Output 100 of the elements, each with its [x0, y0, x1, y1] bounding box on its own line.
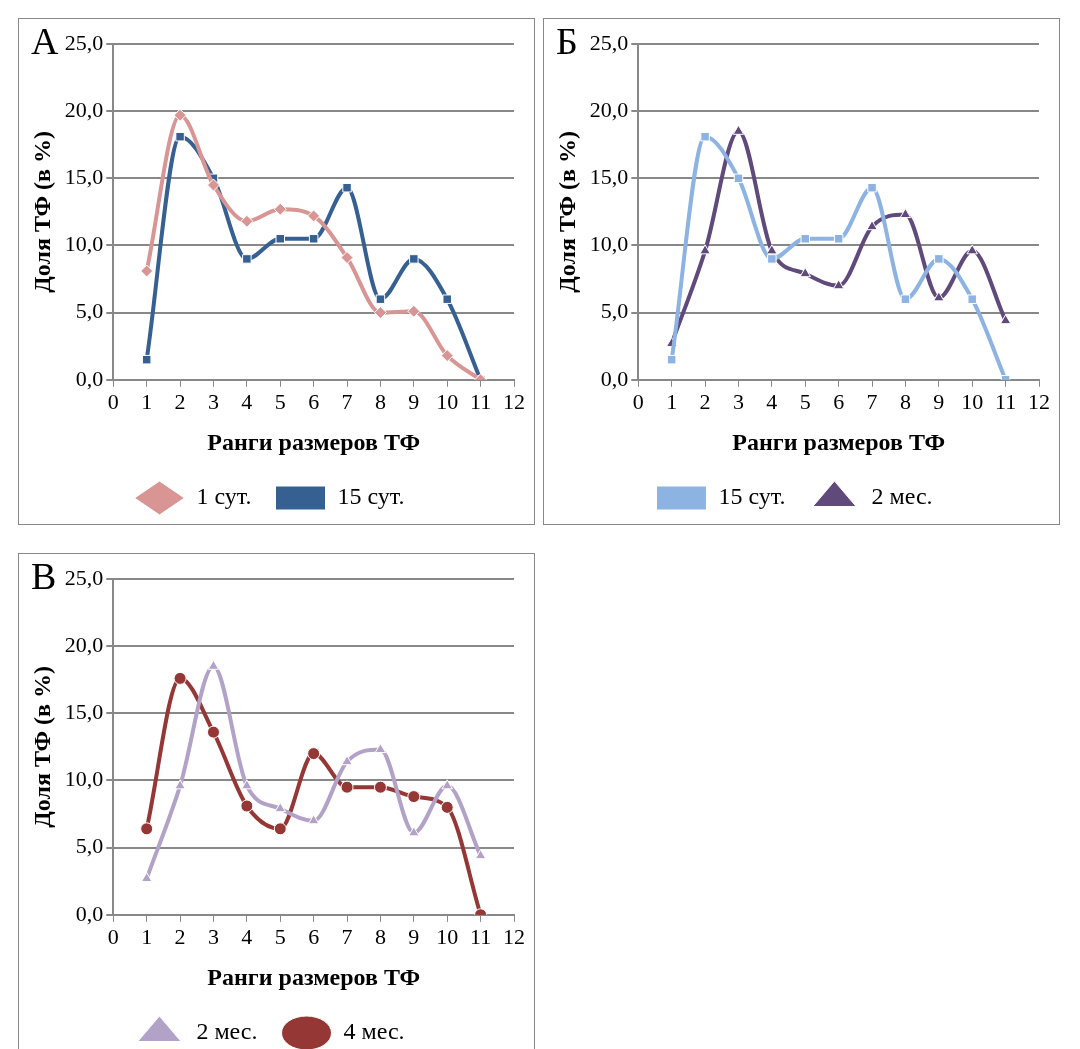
- x-tick-label: 7: [341, 923, 353, 949]
- point: [766, 244, 778, 255]
- point: [409, 254, 419, 264]
- point: [408, 826, 420, 837]
- x-tick-label: 3: [732, 388, 744, 414]
- point: [140, 264, 154, 278]
- x-tick-label: 10: [436, 923, 459, 949]
- point: [140, 822, 154, 836]
- point: [767, 254, 777, 264]
- chart-title: В: [31, 554, 57, 597]
- x-tick-label: 1: [141, 923, 153, 949]
- point: [666, 354, 677, 365]
- legend-label: 4 мес.: [343, 1018, 405, 1045]
- x-tick-label: 11: [995, 388, 1017, 414]
- x-tick-label: 8: [899, 388, 911, 414]
- x-tick-label: 8: [374, 923, 386, 949]
- x-tick-label: 0: [632, 388, 644, 414]
- point: [275, 234, 285, 244]
- point: [274, 802, 286, 813]
- x-tick-label: 6: [308, 388, 320, 414]
- x-tick-label: 3: [207, 923, 219, 949]
- legend-label: 1 сут.: [196, 483, 252, 510]
- y-tick-label: 10,0: [64, 231, 104, 257]
- point: [933, 291, 945, 302]
- point: [307, 209, 321, 223]
- point: [242, 254, 252, 264]
- x-tick-label: 12: [1028, 388, 1050, 414]
- x-tick-label: 1: [141, 388, 153, 414]
- y-tick-label: 5,0: [600, 298, 629, 324]
- point: [206, 178, 220, 192]
- point: [273, 202, 287, 216]
- y-tick-label: 0,0: [600, 365, 629, 391]
- point: [240, 799, 254, 813]
- x-tick-label: 6: [833, 388, 845, 414]
- point: [373, 780, 387, 794]
- point: [240, 214, 254, 228]
- point: [141, 354, 152, 365]
- x-axis-title: Ранги размеров ТФ: [732, 428, 945, 455]
- legend-label: 15 сут.: [718, 483, 786, 510]
- point: [440, 800, 454, 814]
- point: [175, 131, 185, 142]
- point: [967, 294, 977, 304]
- x-tick-label: 4: [241, 388, 253, 414]
- x-tick-label: 11: [470, 388, 492, 414]
- point: [441, 779, 453, 790]
- x-tick-label: 3: [207, 388, 219, 414]
- y-tick-label: 20,0: [589, 96, 629, 122]
- point: [174, 779, 186, 790]
- x-tick-label: 2: [174, 388, 186, 414]
- x-tick-label: 10: [436, 388, 459, 414]
- x-tick-label: 12: [503, 923, 525, 949]
- x-tick-label: 9: [933, 388, 945, 414]
- point: [867, 182, 877, 193]
- x-tick-label: 0: [107, 923, 119, 949]
- point: [799, 267, 811, 278]
- x-tick-label: 8: [374, 388, 386, 414]
- y-tick-label: 25,0: [64, 29, 104, 55]
- legend-label: 2 мес.: [196, 1018, 258, 1045]
- x-tick-label: 9: [408, 923, 420, 949]
- point: [173, 671, 187, 685]
- chart-title: Б: [556, 19, 578, 62]
- y-axis-title: Доля ТФ (в %): [28, 131, 55, 293]
- point: [900, 294, 911, 304]
- point: [700, 131, 710, 142]
- x-tick-label: 1: [666, 388, 678, 414]
- x-tick-label: 2: [699, 388, 711, 414]
- y-tick-label: 10,0: [589, 231, 629, 257]
- y-tick-label: 20,0: [64, 96, 104, 122]
- y-tick-label: 25,0: [589, 29, 629, 55]
- point: [966, 244, 978, 255]
- point: [373, 306, 387, 320]
- point: [899, 208, 912, 219]
- y-tick-label: 5,0: [75, 833, 104, 859]
- point: [699, 244, 711, 255]
- point: [374, 743, 387, 754]
- point: [732, 124, 745, 135]
- point: [800, 234, 810, 244]
- point: [833, 234, 844, 244]
- point: [934, 254, 944, 264]
- y-axis-title: Доля ТФ (в %): [28, 666, 55, 828]
- x-tick-label: 5: [799, 388, 811, 414]
- legend-label: 15 сут.: [337, 483, 405, 510]
- point: [241, 779, 253, 790]
- y-tick-label: 25,0: [64, 564, 104, 590]
- point: [307, 814, 320, 825]
- y-tick-label: 15,0: [64, 699, 104, 725]
- point: [307, 747, 321, 761]
- x-tick-label: 10: [961, 388, 984, 414]
- x-tick-label: 6: [308, 923, 320, 949]
- point: [832, 279, 845, 290]
- y-tick-label: 15,0: [589, 164, 629, 190]
- point: [340, 251, 354, 265]
- y-tick-label: 5,0: [75, 298, 104, 324]
- x-tick-label: 4: [766, 388, 778, 414]
- point: [733, 173, 744, 184]
- point: [440, 349, 454, 363]
- point: [340, 780, 354, 794]
- point: [273, 822, 287, 836]
- point: [342, 182, 352, 193]
- y-tick-label: 0,0: [75, 365, 104, 391]
